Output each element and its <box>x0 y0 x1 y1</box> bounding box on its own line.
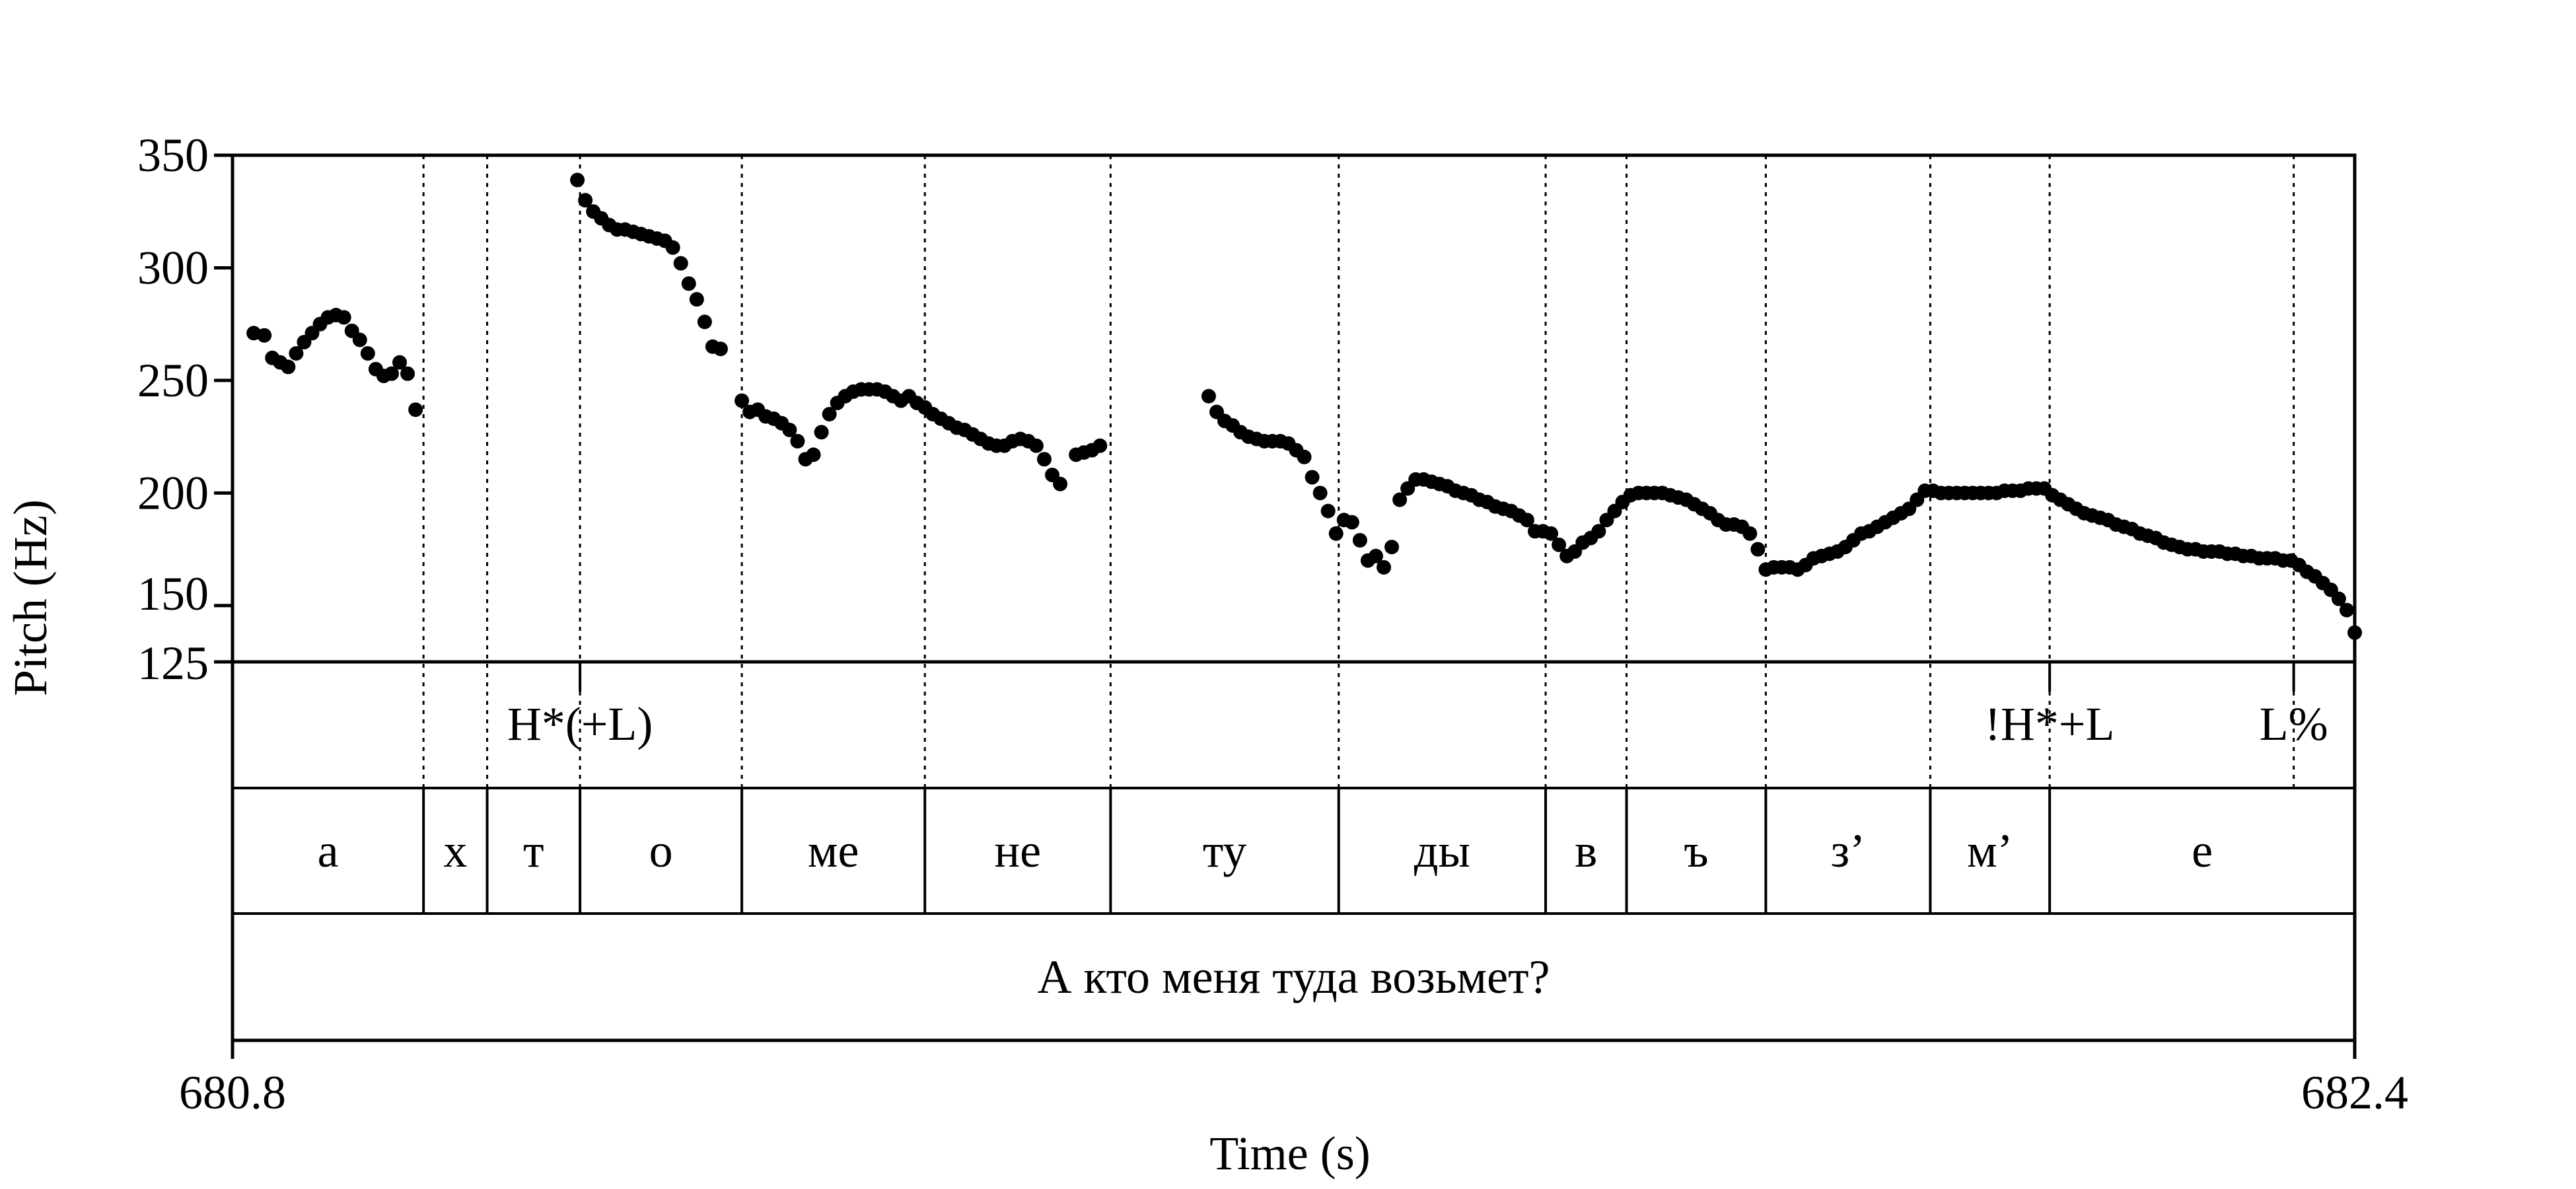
pitch-point <box>384 366 399 381</box>
pitch-point <box>713 342 728 357</box>
pitch-point <box>1552 537 1567 552</box>
pitch-point <box>673 256 688 271</box>
pitch-point <box>281 359 296 375</box>
pitch-points <box>246 172 2362 640</box>
y-tick-label: 350 <box>137 129 209 182</box>
pitch-point <box>689 292 704 307</box>
pitch-point <box>1344 515 1359 530</box>
y-tick-label: 250 <box>137 354 209 407</box>
pitch-point <box>360 345 375 361</box>
pitch-point <box>578 193 593 208</box>
pitch-point <box>734 393 750 408</box>
pitch-point <box>1312 486 1328 501</box>
pitch-point <box>1352 532 1367 548</box>
pitch-point <box>1092 438 1108 453</box>
pitch-point <box>814 425 829 440</box>
syllable-label: ды <box>1414 824 1470 877</box>
syllable-label: не <box>995 824 1042 877</box>
pitch-point <box>400 366 415 381</box>
x-axis-label: Time (s) <box>1209 1127 1370 1180</box>
y-tick-label: 300 <box>137 241 209 294</box>
syllable-label: в <box>1575 824 1597 877</box>
y-tick-label: 125 <box>137 637 209 690</box>
pitch-point <box>408 402 423 417</box>
pitch-point <box>1320 503 1336 519</box>
pitch-point <box>570 172 585 188</box>
syllable-label: х <box>443 824 467 877</box>
pitch-point <box>1328 526 1343 541</box>
pitch-point <box>1750 542 1766 557</box>
pitch-point <box>2339 602 2354 618</box>
syllable-label: ъ <box>1684 824 1708 877</box>
sentence-label: А кто меня туда возьмет? <box>1037 951 1550 1003</box>
pitch-point <box>697 314 712 330</box>
pitch-point <box>1297 449 1312 464</box>
pitch-point <box>806 447 821 462</box>
pitch-point <box>1305 470 1320 485</box>
pitch-panel-frame <box>231 153 2357 664</box>
annotation-tiers: H*(+L) !H*+L L% а х т о ме не ту ды в ъ з’ м’ е А кто ме… <box>318 662 2328 1003</box>
syllable-label: е <box>2192 824 2213 877</box>
pitch-point <box>1053 476 1068 491</box>
pitch-point <box>665 240 680 255</box>
boundary-lines <box>422 155 2295 788</box>
pitch-point <box>1384 540 1400 555</box>
pitch-point <box>1369 548 1384 563</box>
pitch-point <box>1201 388 1216 404</box>
tone-label: !H*+L <box>1985 698 2115 750</box>
pitch-point <box>336 310 351 325</box>
pitch-point <box>1392 492 1408 507</box>
syllable-label: з’ <box>1831 824 1865 877</box>
pitch-point <box>392 355 408 370</box>
pitch-point <box>1544 526 1559 541</box>
tone-label: H*(+L) <box>507 698 653 750</box>
pitch-point <box>1028 438 1044 453</box>
x-tick-label: 680.8 <box>179 1066 286 1119</box>
pitch-point <box>1742 526 1758 541</box>
pitch-point <box>1377 559 1392 575</box>
tiers-frame <box>231 660 2357 1042</box>
syllable-label: о <box>649 824 673 877</box>
pitch-point <box>289 345 304 361</box>
tone-label: L% <box>2260 698 2328 750</box>
pitch-point <box>681 276 696 291</box>
syllable-label: м’ <box>1967 824 2013 877</box>
pitch-point <box>782 422 797 437</box>
syllable-label: а <box>318 824 339 877</box>
syllable-label: ту <box>1203 824 1247 877</box>
y-tick-label: 200 <box>137 466 209 519</box>
syllable-label: ме <box>808 824 859 877</box>
y-axis-label: Pitch (Hz) <box>4 499 57 696</box>
syllable-label: т <box>523 824 544 877</box>
pitch-point <box>1519 513 1534 528</box>
x-tick-label: 682.4 <box>2301 1066 2408 1119</box>
y-tick-label: 150 <box>137 567 209 620</box>
axes: 125 150 200 250 300 350 680.8 682.4 <box>137 129 2408 1119</box>
pitch-point <box>257 328 272 343</box>
pitch-point <box>1036 452 1052 467</box>
pitch-point <box>822 407 837 422</box>
pitch-point <box>790 433 805 449</box>
pitch-point <box>2331 591 2346 606</box>
pitch-point <box>352 332 367 347</box>
pitch-point <box>1591 524 1606 539</box>
